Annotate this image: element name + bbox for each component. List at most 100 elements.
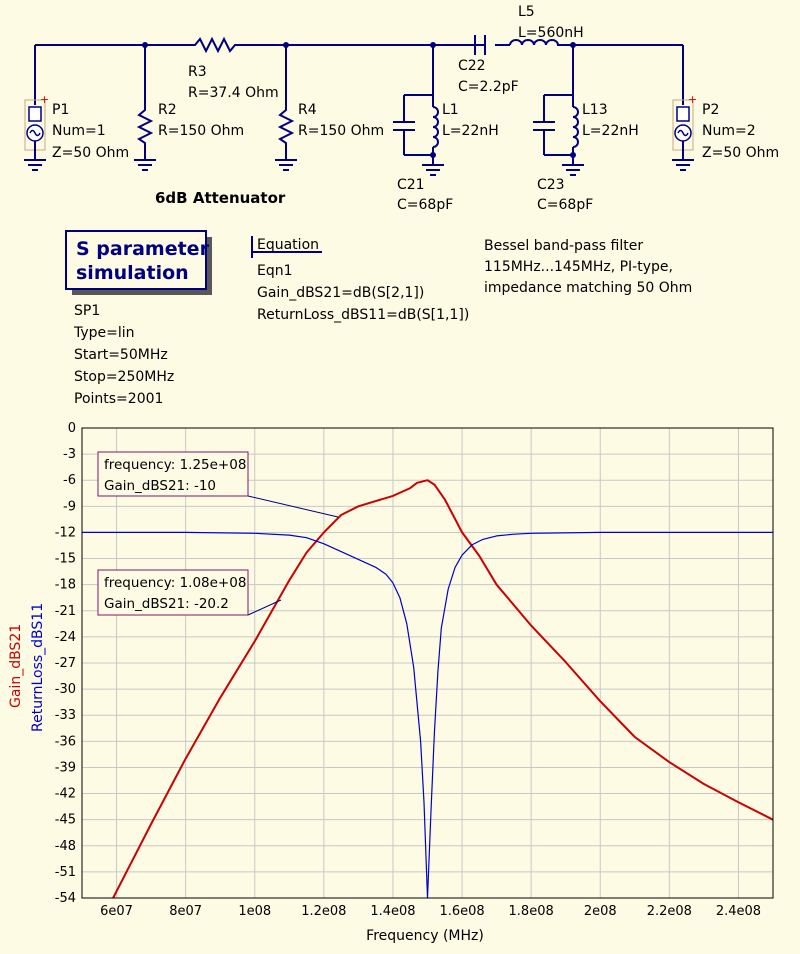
L1-name: L1 <box>442 102 459 118</box>
sim-start: Start=50MHz <box>74 347 168 363</box>
R4-name: R4 <box>298 102 317 118</box>
x-tick-label: 8e07 <box>169 904 202 919</box>
sparam-sim-block[interactable]: S parameter simulation <box>65 230 212 295</box>
description-line1: Bessel band-pass filter <box>484 238 643 254</box>
P1-impedance: Z=50 Ohm <box>52 145 129 161</box>
chart-series <box>82 479 774 899</box>
y-axis-label-returnloss: ReturnLoss_dBS11 <box>30 603 46 732</box>
sim-title-line2: simulation <box>76 262 189 284</box>
marker-1[interactable]: frequency: 1.25e+08 Gain_dBS21: -10 <box>97 451 339 518</box>
sim-title-line1: S parameter <box>76 238 210 260</box>
sim-name: SP1 <box>74 303 100 319</box>
resistor-R4[interactable] <box>275 105 297 171</box>
L13-value: L=22nH <box>582 123 639 139</box>
resistor-R2[interactable] <box>134 105 156 171</box>
C22-name: C22 <box>458 58 486 74</box>
tank-L13-C23[interactable] <box>533 94 584 176</box>
capacitor-C22[interactable] <box>474 35 486 55</box>
L5-value: L=560nH <box>518 25 584 41</box>
y-tick-label: -33 <box>55 708 76 723</box>
C21-name: C21 <box>397 177 425 193</box>
equation-gain: Gain_dBS21=dB(S[2,1]) <box>257 285 424 301</box>
x-tick-label: 6e07 <box>100 904 133 919</box>
y-tick-label: -6 <box>63 473 76 488</box>
equation-block[interactable]: Equation <box>251 236 322 258</box>
marker-2-frequency: frequency: 1.08e+08 <box>104 575 246 591</box>
equation-title: Equation <box>257 237 319 253</box>
x-tick-label: 1.8e08 <box>509 904 554 919</box>
y-tick-label: -51 <box>55 865 76 880</box>
sim-points: Points=2001 <box>74 391 163 407</box>
C22-value: C=2.2pF <box>458 79 519 95</box>
port-P2[interactable]: + <box>672 93 697 171</box>
P2-name: P2 <box>702 102 719 118</box>
C23-name: C23 <box>537 177 565 193</box>
x-tick-label: 2e08 <box>584 904 617 919</box>
y-tick-label: -39 <box>55 760 76 775</box>
L5-name: L5 <box>518 4 535 20</box>
y-tick-label: -21 <box>55 604 76 619</box>
x-axis-label: Frequency (MHz) <box>366 928 484 944</box>
y-tick-label: -27 <box>55 656 76 671</box>
y-tick-label: -18 <box>55 578 76 593</box>
y-tick-label: -36 <box>55 734 76 749</box>
schematic-wires <box>34 42 684 105</box>
y-tick-label: -54 <box>55 891 76 906</box>
series-line-Gain_dBS21 <box>112 479 774 899</box>
port-P1[interactable]: + <box>24 93 49 171</box>
x-tick-label: 1.4e08 <box>370 904 415 919</box>
R2-value: R=150 Ohm <box>158 123 244 139</box>
C21-value: C=68pF <box>397 197 453 213</box>
x-tick-label: 2.4e08 <box>716 904 761 919</box>
inductor-L5[interactable] <box>509 39 565 46</box>
y-tick-label: -24 <box>55 630 76 645</box>
y-tick-label: -30 <box>55 682 76 697</box>
marker-2[interactable]: frequency: 1.08e+08 Gain_dBS21: -20.2 <box>97 569 282 616</box>
equation-returnloss: ReturnLoss_dBS11=dB(S[1,1]) <box>257 307 469 323</box>
x-tick-label: 1.6e08 <box>439 904 484 919</box>
sim-stop: Stop=250MHz <box>74 369 174 385</box>
x-tick-label: 2.2e08 <box>647 904 692 919</box>
y-tick-label: -48 <box>55 839 76 854</box>
P2-num: Num=2 <box>702 123 756 139</box>
y-tick-label: 0 <box>68 421 76 436</box>
resistor-R3[interactable] <box>185 36 240 54</box>
series-line-ReturnLoss_dBS11 <box>82 531 773 899</box>
sparam-plot[interactable]: 0 -3 -6 -9 -12 -15 -18 -21 -24 -27 -30 -33 -36 -39 -42… <box>8 421 774 944</box>
y-tick-label: -3 <box>63 447 76 462</box>
description-line3: impedance matching 50 Ohm <box>484 280 692 296</box>
P2-impedance: Z=50 Ohm <box>702 145 779 161</box>
R3-value: R=37.4 Ohm <box>188 85 279 101</box>
y-tick-label: -15 <box>55 552 76 567</box>
chart-grid <box>82 427 773 899</box>
L13-name: L13 <box>582 102 608 118</box>
C23-value: C=68pF <box>537 197 593 213</box>
x-tick-label: 1e08 <box>238 904 271 919</box>
x-tick-label: 1.2e08 <box>301 904 346 919</box>
R2-name: R2 <box>158 102 177 118</box>
y-tick-label: -12 <box>55 525 76 540</box>
equation-name: Eqn1 <box>257 263 293 279</box>
P1-num: Num=1 <box>52 123 106 139</box>
R3-name: R3 <box>188 64 207 80</box>
plot-frame <box>81 427 774 899</box>
svg-text:+: + <box>40 93 49 106</box>
y-tick-label: -9 <box>63 499 76 514</box>
P1-name: P1 <box>52 102 69 118</box>
y-tick-labels: 0 -3 -6 -9 -12 -15 -18 -21 -24 -27 -30 -33 -36 -39 -42… <box>55 421 76 906</box>
svg-text:+: + <box>688 93 697 106</box>
marker-2-value: Gain_dBS21: -20.2 <box>104 596 229 612</box>
marker-1-frequency: frequency: 1.25e+08 <box>104 457 246 473</box>
y-tick-label: -45 <box>55 813 76 828</box>
tank-L1-C21[interactable] <box>393 94 444 176</box>
description-line2: 115MHz...145MHz, PI-type, <box>484 259 673 275</box>
sim-type: Type=lin <box>73 325 135 341</box>
L1-value: L=22nH <box>442 123 499 139</box>
y-axis-label-gain: Gain_dBS21 <box>8 624 24 708</box>
R4-value: R=150 Ohm <box>298 123 384 139</box>
x-tick-labels: 6e07 8e07 1e08 1.2e08 1.4e08 1.6e08 1.8e08 2e08… <box>100 904 761 919</box>
attenuator-label: 6dB Attenuator <box>155 189 286 207</box>
marker-1-value: Gain_dBS21: -10 <box>104 478 216 494</box>
y-tick-label: -42 <box>55 787 76 802</box>
